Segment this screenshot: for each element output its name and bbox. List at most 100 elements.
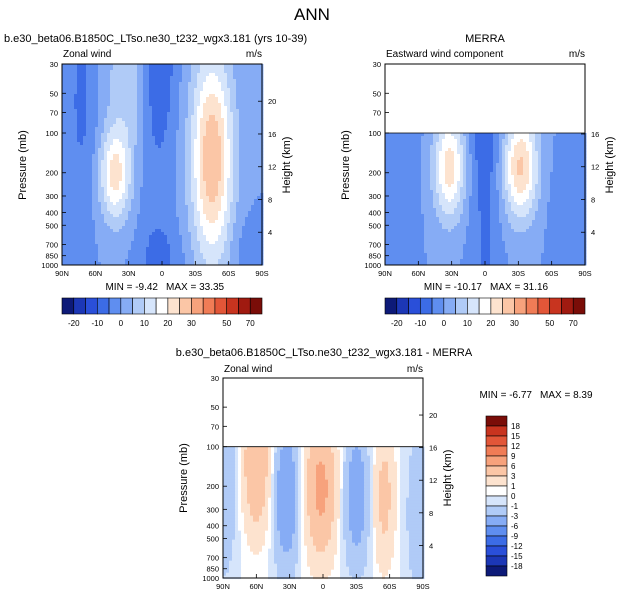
diff-colorbar-box <box>485 485 508 497</box>
height-tick-label: 16 <box>268 130 276 139</box>
colorbar-tick-label: 70 <box>569 319 578 328</box>
latitude-tick-label: 90N <box>216 582 230 591</box>
panel-difference-left-label: Zonal wind <box>224 364 272 375</box>
colorbar-tick-label: -10 <box>415 319 427 328</box>
pressure-tick-label: 700 <box>206 554 219 563</box>
colorbar-box <box>144 297 157 315</box>
colorbar-tick-label: -10 <box>92 319 104 328</box>
diff-colorbar-box <box>485 565 508 577</box>
height-tick-label: 8 <box>429 509 433 518</box>
diff-colorbar-box <box>485 515 508 527</box>
colorbar-box <box>572 297 586 315</box>
diff-colorbar-box <box>485 455 508 467</box>
diff-colorbar-tick-label: -18 <box>511 562 523 571</box>
pressure-tick-label: 400 <box>45 208 58 217</box>
colorbar-tick-label: -20 <box>391 319 403 328</box>
diff-colorbar-box <box>485 545 508 557</box>
latitude-tick-label: 90S <box>416 582 429 591</box>
diff-colorbar-box <box>485 465 508 477</box>
colorbar-box <box>514 297 527 315</box>
height-tick-label: 20 <box>429 411 437 420</box>
diff-colorbar-box <box>485 415 508 427</box>
colorbar-box <box>226 297 239 315</box>
panel-merra-ylabel: Pressure (mb) <box>340 130 352 200</box>
latitude-tick-label: 60N <box>249 582 263 591</box>
pressure-tick-label: 100 <box>368 129 381 138</box>
panel-model-ylabel: Pressure (mb) <box>17 130 29 200</box>
colorbar-box <box>249 297 263 315</box>
height-tick-label: 8 <box>591 195 595 204</box>
colorbar-box <box>502 297 515 315</box>
colorbar-tick-label: 0 <box>442 319 447 328</box>
panel-model: b.e30_beta06.B1850C_LTso.ne30_t232_wgx3.… <box>4 33 307 293</box>
pressure-tick-label: 100 <box>45 129 58 138</box>
latitude-tick-label: 90S <box>578 269 591 278</box>
panel-merra-left-label: Eastward wind component <box>386 49 504 60</box>
pressure-tick-label: 30 <box>373 60 381 69</box>
colorbar-tick-label: 10 <box>463 319 472 328</box>
height-tick-label: 4 <box>268 228 272 237</box>
latitude-tick-label: 60S <box>383 582 396 591</box>
diff-colorbar-box <box>485 475 508 487</box>
panel-model-title: b.e30_beta06.B1850C_LTso.ne30_t232_wgx3.… <box>4 33 307 45</box>
height-tick-label: 16 <box>591 130 599 139</box>
colorbar-tick-label: 20 <box>486 319 495 328</box>
pressure-tick-label: 300 <box>206 505 219 514</box>
colorbar-box <box>167 297 180 315</box>
pressure-tick-label: 700 <box>45 241 58 250</box>
panel-model-min-label: MIN = -9.42 <box>105 282 158 293</box>
colorbar-box <box>202 297 216 315</box>
panel-difference-y2label: Height (km) <box>442 450 454 507</box>
diff-colorbar-tick-label: -3 <box>511 512 519 521</box>
panel-difference-field <box>223 446 425 580</box>
panel-difference-units: m/s <box>407 364 423 375</box>
height-tick-label: 12 <box>591 163 599 172</box>
pressure-tick-label: 1000 <box>202 574 219 583</box>
colorbar-box <box>561 297 574 315</box>
colorbar-box <box>431 297 445 315</box>
colorbar-box <box>120 297 133 315</box>
latitude-tick-label: 30N <box>445 269 459 278</box>
colorbar-model: -20 -10 0 10 20 30 50 70 <box>61 297 263 328</box>
diff-colorbar-tick-label: 1 <box>511 482 516 491</box>
latitude-tick-label: 90S <box>255 269 268 278</box>
pressure-tick-label: 850 <box>45 252 58 261</box>
latitude-tick-label: 60N <box>411 269 425 278</box>
diff-colorbar-box <box>485 555 508 567</box>
panel-model-units: m/s <box>246 49 262 60</box>
panel-difference-ylabel: Pressure (mb) <box>178 443 190 513</box>
pressure-tick-label: 50 <box>373 89 381 98</box>
colorbar-box <box>443 297 456 315</box>
panel-merra-min-label: MIN = -10.17 <box>424 282 483 293</box>
diff-colorbar-tick-label: 0 <box>511 492 516 501</box>
colorbar-box <box>419 297 433 315</box>
pressure-tick-label: 30 <box>50 60 58 69</box>
pressure-tick-label: 400 <box>368 208 381 217</box>
pressure-tick-label: 500 <box>368 221 381 230</box>
colorbar-tick-label: 70 <box>246 319 255 328</box>
panel-difference-min-label: MIN = -6.77 <box>479 390 532 401</box>
colorbar-box <box>478 297 492 315</box>
colorbar-box <box>549 297 562 315</box>
colorbar-box <box>108 297 122 315</box>
pressure-tick-label: 30 <box>211 374 219 383</box>
colorbar-tick-label: 50 <box>222 319 231 328</box>
pressure-tick-label: 1000 <box>41 261 58 270</box>
colorbar-box <box>537 297 551 315</box>
pressure-tick-label: 50 <box>50 89 58 98</box>
diff-colorbar-tick-label: -9 <box>511 532 519 541</box>
colorbar-tick-label: 30 <box>187 319 196 328</box>
height-tick-label: 16 <box>429 444 437 453</box>
colorbar-box <box>238 297 251 315</box>
pressure-tick-label: 70 <box>373 109 381 118</box>
colorbar-tick-label: 30 <box>510 319 519 328</box>
colorbar-tick-label: 50 <box>545 319 554 328</box>
pressure-tick-label: 200 <box>45 169 58 178</box>
panel-merra-max-label: MAX = 31.16 <box>490 282 549 293</box>
height-tick-label: 4 <box>591 228 595 237</box>
pressure-tick-label: 400 <box>206 522 219 531</box>
panel-difference: b.e30_beta06.B1850C_LTso.ne30_t232_wgx3.… <box>176 347 593 591</box>
pressure-tick-label: 100 <box>206 443 219 452</box>
colorbar-tick-label: 0 <box>119 319 124 328</box>
colorbar-box <box>179 297 192 315</box>
